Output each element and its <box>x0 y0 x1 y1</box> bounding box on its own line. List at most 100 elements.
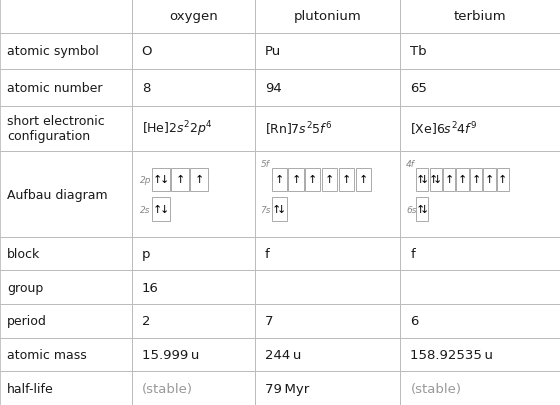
Bar <box>400 152 560 237</box>
Text: period: period <box>7 315 47 328</box>
Bar <box>255 34 400 70</box>
Bar <box>0 371 132 405</box>
Bar <box>400 107 560 152</box>
Bar <box>255 304 400 338</box>
Text: 244 u: 244 u <box>265 348 301 361</box>
Text: ↑: ↑ <box>458 175 467 185</box>
Text: ↑: ↑ <box>175 175 185 185</box>
Bar <box>416 168 428 191</box>
Text: ↑: ↑ <box>153 175 162 185</box>
Bar <box>0 34 132 70</box>
Text: atomic symbol: atomic symbol <box>7 45 99 58</box>
Bar <box>132 371 255 405</box>
Text: 2s: 2s <box>140 205 151 214</box>
Bar <box>400 304 560 338</box>
Text: f: f <box>265 247 269 260</box>
Bar <box>430 168 442 191</box>
Bar <box>339 168 354 191</box>
Bar <box>132 271 255 304</box>
Bar <box>400 70 560 107</box>
Bar <box>416 198 428 221</box>
Text: Tb: Tb <box>410 45 427 58</box>
Bar <box>0 0 132 34</box>
Text: [He]2$s^2$2$p^4$: [He]2$s^2$2$p^4$ <box>142 119 213 139</box>
Text: ↑: ↑ <box>291 175 301 185</box>
Text: 5f: 5f <box>260 160 269 168</box>
Bar <box>400 237 560 271</box>
Bar <box>132 152 255 237</box>
Text: 2: 2 <box>142 315 150 328</box>
Text: 158.92535 u: 158.92535 u <box>410 348 493 361</box>
Bar <box>152 168 170 191</box>
Text: 4f: 4f <box>406 160 415 168</box>
Text: 94: 94 <box>265 82 282 95</box>
Text: terbium: terbium <box>454 10 506 23</box>
Bar <box>497 168 509 191</box>
Text: half-life: half-life <box>7 382 54 395</box>
Bar <box>132 34 255 70</box>
Text: p: p <box>142 247 150 260</box>
Bar <box>272 168 287 191</box>
Text: plutonium: plutonium <box>294 10 361 23</box>
Text: ↓: ↓ <box>420 205 429 215</box>
Bar <box>305 168 320 191</box>
Bar <box>288 168 304 191</box>
Text: ↑: ↑ <box>325 175 334 185</box>
Bar <box>470 168 482 191</box>
Bar <box>400 0 560 34</box>
Bar <box>0 338 132 371</box>
Text: ↑: ↑ <box>498 175 507 185</box>
Text: [Rn]7$s^2$5$f^6$: [Rn]7$s^2$5$f^6$ <box>265 120 332 138</box>
Bar <box>0 271 132 304</box>
Text: ↑: ↑ <box>274 175 284 185</box>
Text: ↑: ↑ <box>445 175 454 185</box>
Bar <box>171 168 189 191</box>
Text: atomic number: atomic number <box>7 82 103 95</box>
Text: ↑: ↑ <box>485 175 494 185</box>
Bar <box>356 168 371 191</box>
Bar <box>0 70 132 107</box>
Text: Aufbau diagram: Aufbau diagram <box>7 188 108 201</box>
Bar <box>0 304 132 338</box>
Text: 8: 8 <box>142 82 150 95</box>
Text: ↓: ↓ <box>160 175 169 185</box>
Bar <box>483 168 496 191</box>
Text: block: block <box>7 247 40 260</box>
Text: Pu: Pu <box>265 45 281 58</box>
Text: ↑: ↑ <box>272 205 281 215</box>
Text: 6: 6 <box>410 315 419 328</box>
Bar <box>255 338 400 371</box>
Text: ↑: ↑ <box>308 175 318 185</box>
Bar <box>132 338 255 371</box>
Bar <box>255 70 400 107</box>
Bar <box>0 237 132 271</box>
Text: O: O <box>142 45 152 58</box>
Bar <box>0 152 132 237</box>
Bar <box>400 371 560 405</box>
Bar <box>400 34 560 70</box>
Text: (stable): (stable) <box>410 382 461 395</box>
Text: ↓: ↓ <box>433 175 442 185</box>
Text: 2p: 2p <box>140 175 152 184</box>
Bar <box>255 107 400 152</box>
Bar <box>255 271 400 304</box>
Bar <box>255 0 400 34</box>
Bar <box>255 371 400 405</box>
Text: [Xe]6$s^2$4$f^9$: [Xe]6$s^2$4$f^9$ <box>410 120 478 138</box>
Bar <box>152 198 170 221</box>
Bar <box>456 168 469 191</box>
Text: ↓: ↓ <box>277 205 287 215</box>
Bar <box>132 304 255 338</box>
Text: ↓: ↓ <box>420 175 429 185</box>
Text: short electronic
configuration: short electronic configuration <box>7 115 105 143</box>
Text: ↓: ↓ <box>160 205 169 215</box>
Bar <box>400 338 560 371</box>
Text: oxygen: oxygen <box>169 10 218 23</box>
Text: 7: 7 <box>265 315 273 328</box>
Bar <box>272 198 287 221</box>
Bar <box>132 70 255 107</box>
Bar <box>132 0 255 34</box>
Text: ↑: ↑ <box>416 175 424 185</box>
Text: ↑: ↑ <box>358 175 368 185</box>
Text: 7s: 7s <box>260 205 271 214</box>
